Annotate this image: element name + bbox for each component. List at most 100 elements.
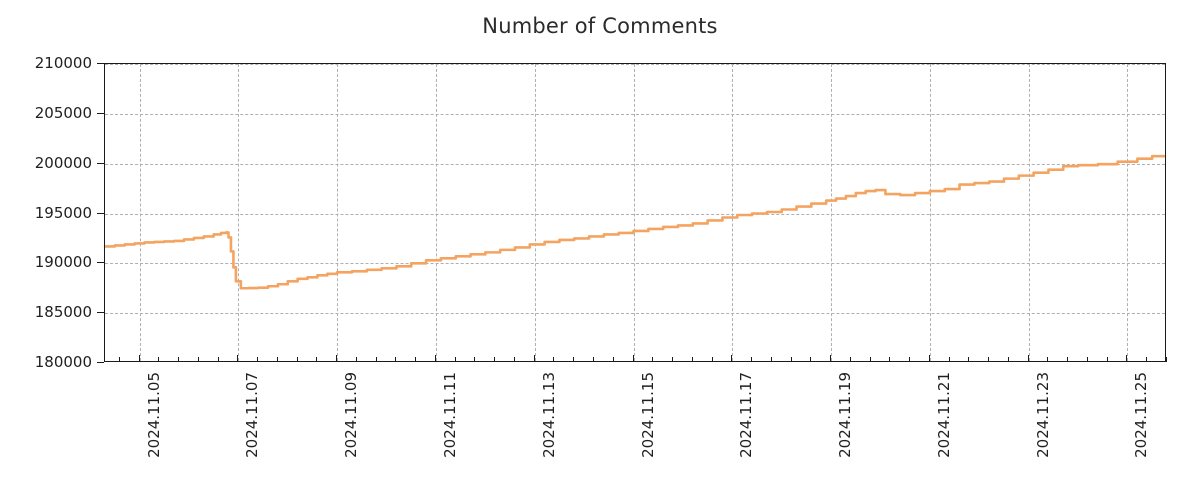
x-tick-mark-minor xyxy=(474,357,476,362)
series-polyline xyxy=(105,154,1165,290)
gridline-vertical xyxy=(337,64,339,361)
x-tick-mark-minor xyxy=(257,357,259,362)
x-tick-mark-minor xyxy=(553,357,555,362)
x-tick-label: 2024.11.11 xyxy=(440,372,459,458)
gridline-vertical xyxy=(1127,64,1129,361)
plot-frame xyxy=(104,63,1166,362)
x-tick-mark-minor xyxy=(197,357,199,362)
x-tick-mark-minor xyxy=(1106,357,1108,362)
x-tick-label: 2024.11.13 xyxy=(539,372,558,458)
y-tick-mark xyxy=(97,162,104,164)
x-tick-mark xyxy=(731,355,733,362)
x-tick-mark xyxy=(632,355,634,362)
x-tick-mark-minor xyxy=(1166,357,1167,362)
x-tick-mark-minor xyxy=(217,357,219,362)
y-tick-label: 180000 xyxy=(34,353,92,371)
x-tick-label: 2024.11.19 xyxy=(836,372,855,458)
x-tick-mark-minor xyxy=(672,357,674,362)
x-tick-mark-minor xyxy=(1146,357,1148,362)
x-tick-mark-minor xyxy=(513,357,515,362)
gridline-vertical xyxy=(534,64,536,361)
x-tick-mark xyxy=(1126,355,1128,362)
x-tick-mark xyxy=(336,355,338,362)
x-tick-label: 2024.11.15 xyxy=(638,372,657,458)
x-tick-mark-minor xyxy=(1047,357,1049,362)
y-tick-label: 210000 xyxy=(34,54,92,72)
gridline-vertical xyxy=(831,64,833,361)
gridline-vertical xyxy=(929,64,931,361)
x-tick-mark-minor xyxy=(889,357,891,362)
x-tick-mark-minor xyxy=(869,357,871,362)
x-tick-mark-minor xyxy=(751,357,753,362)
y-tick-label: 205000 xyxy=(34,103,92,122)
x-tick-mark-minor xyxy=(1086,357,1088,362)
gridline-vertical xyxy=(238,64,240,361)
x-tick-mark-minor xyxy=(711,357,713,362)
x-tick-mark-minor xyxy=(948,357,950,362)
y-tick-mark xyxy=(97,212,104,214)
x-tick-mark-minor xyxy=(355,357,357,362)
x-tick-mark-minor xyxy=(375,357,377,362)
gridline-vertical xyxy=(435,64,437,361)
gridline-vertical xyxy=(633,64,635,361)
x-tick-mark-minor xyxy=(276,357,278,362)
x-tick-mark xyxy=(1027,355,1029,362)
x-tick-mark-minor xyxy=(691,357,693,362)
gridline-horizontal xyxy=(105,313,1165,315)
y-tick-label: 185000 xyxy=(34,303,92,322)
x-tick-mark-minor xyxy=(909,357,911,362)
x-tick-mark-minor xyxy=(652,357,654,362)
series-line-chart xyxy=(105,154,1165,290)
x-tick-label: 2024.11.23 xyxy=(1033,372,1052,458)
x-tick-mark-minor xyxy=(573,357,575,362)
gridline-vertical xyxy=(1028,64,1030,361)
gridline-vertical xyxy=(139,64,141,361)
x-tick-mark-minor xyxy=(158,357,160,362)
x-tick-mark-minor xyxy=(494,357,496,362)
y-tick-label: 195000 xyxy=(34,203,92,222)
x-tick-mark xyxy=(533,355,535,362)
x-tick-mark xyxy=(138,355,140,362)
y-tick-label: 190000 xyxy=(34,253,92,272)
x-tick-label: 2024.11.17 xyxy=(737,372,756,458)
x-tick-mark xyxy=(830,355,832,362)
gridline-horizontal xyxy=(105,113,1165,115)
x-tick-mark xyxy=(928,355,930,362)
x-tick-mark-minor xyxy=(178,357,180,362)
gridline-horizontal xyxy=(105,213,1165,215)
x-tick-mark-minor xyxy=(1067,357,1069,362)
x-tick-mark-minor xyxy=(454,357,456,362)
x-tick-mark-minor xyxy=(810,357,812,362)
x-tick-mark-minor xyxy=(612,357,614,362)
x-tick-label: 2024.11.05 xyxy=(144,372,163,458)
x-tick-mark-minor xyxy=(1007,357,1009,362)
y-tick-mark xyxy=(97,112,104,114)
page-title: Number of Comments xyxy=(482,14,718,38)
gridline-horizontal xyxy=(105,263,1165,265)
x-tick-mark-minor xyxy=(849,357,851,362)
y-tick-label: 200000 xyxy=(34,153,92,172)
x-tick-label: 2024.11.25 xyxy=(1132,372,1151,458)
x-tick-mark-minor xyxy=(316,357,318,362)
gridline-vertical xyxy=(732,64,734,361)
x-tick-mark-minor xyxy=(296,357,298,362)
x-tick-mark xyxy=(237,355,239,362)
x-tick-mark-minor xyxy=(593,357,594,362)
gridline-horizontal xyxy=(105,64,1165,65)
x-tick-label: 2024.11.09 xyxy=(342,372,361,458)
plot-area xyxy=(105,64,1165,361)
y-tick-mark xyxy=(97,362,104,363)
y-tick-mark xyxy=(97,63,104,64)
x-tick-mark-minor xyxy=(790,357,792,362)
x-tick-mark-minor xyxy=(415,357,417,362)
y-tick-mark xyxy=(97,262,104,264)
y-tick-mark xyxy=(97,312,104,314)
x-tick-mark-minor xyxy=(988,357,990,362)
x-tick-mark-minor xyxy=(770,357,772,362)
x-tick-label: 2024.11.21 xyxy=(934,372,953,458)
x-tick-mark xyxy=(434,355,436,362)
x-tick-mark-minor xyxy=(395,357,397,362)
gridline-horizontal xyxy=(105,163,1165,165)
x-tick-mark-minor xyxy=(118,357,120,362)
x-tick-mark-minor xyxy=(968,357,970,362)
